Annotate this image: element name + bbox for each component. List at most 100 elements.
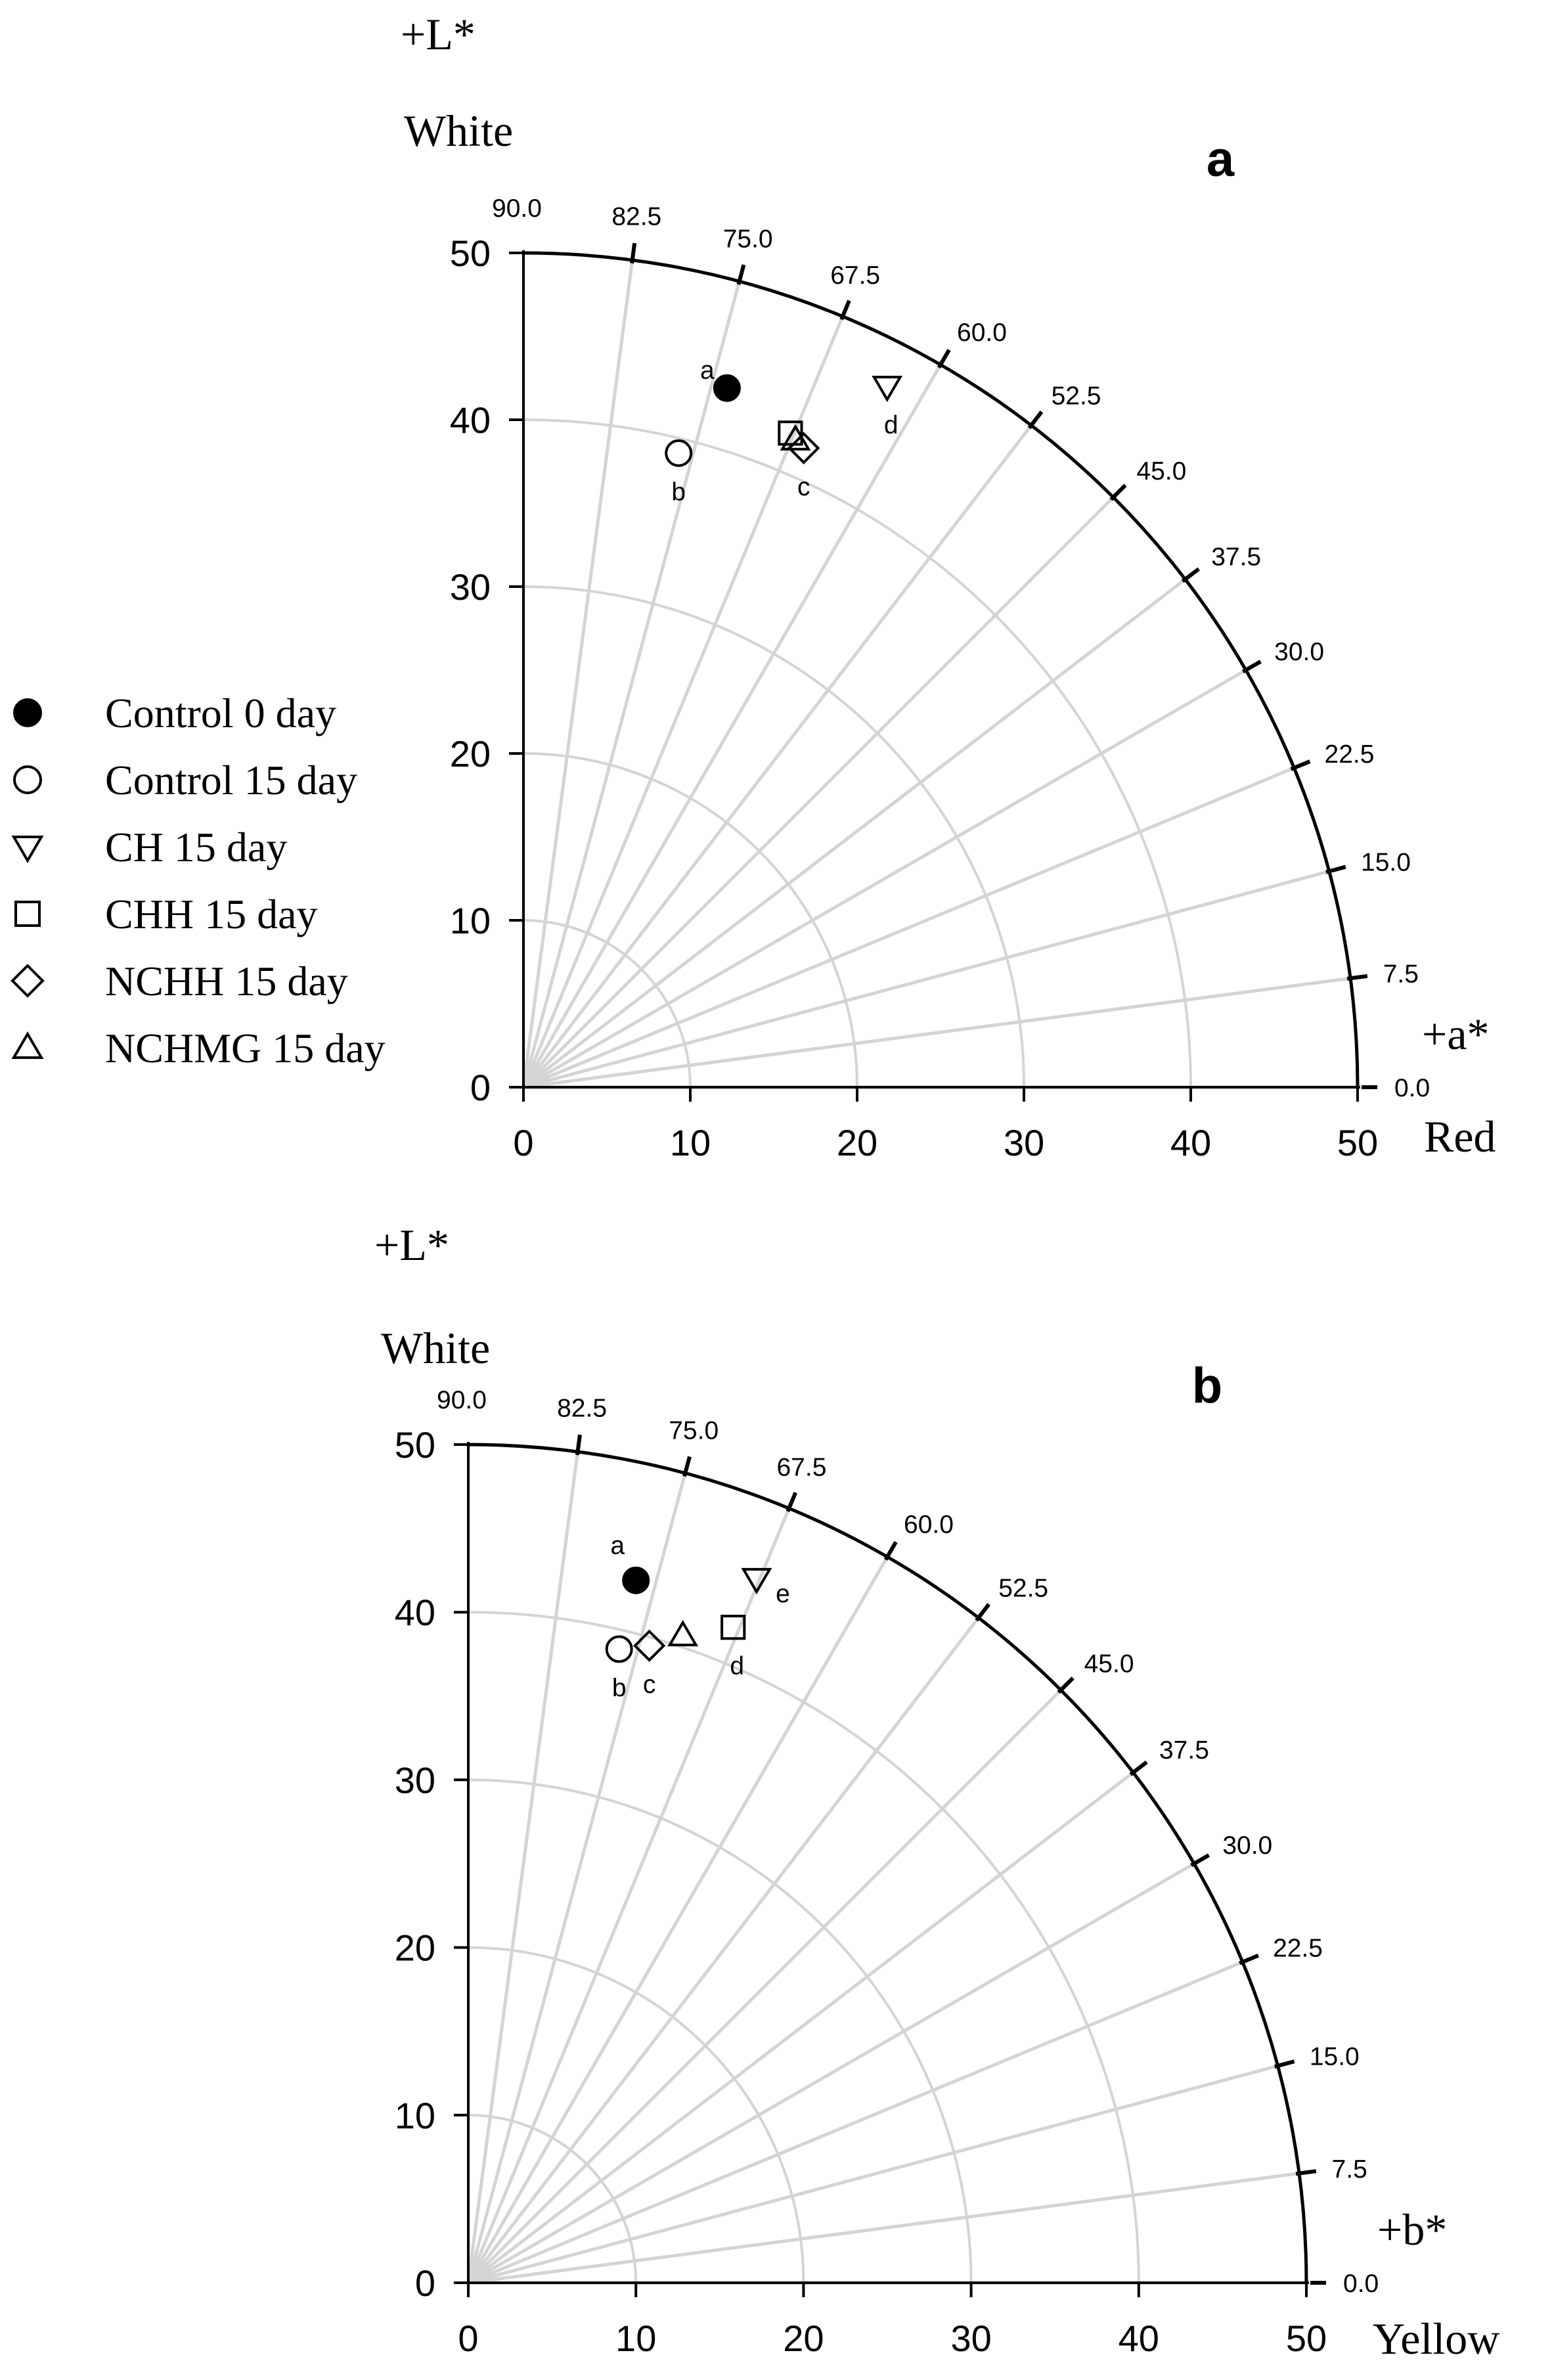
legend-label: Control 0 day [105, 690, 336, 736]
side-axis-label: +b* [1377, 2205, 1447, 2255]
point-chh15 [778, 420, 803, 446]
legend-marker-control15 [13, 765, 42, 794]
y-tick-label: 50 [450, 233, 491, 274]
angle-tick [575, 1434, 582, 1456]
legend-item-control15: Control 15 day [13, 757, 357, 803]
angle-tick-label: 0.0 [1343, 2270, 1379, 2298]
angle-tick-label: 30.0 [1222, 1831, 1272, 1860]
legend-item-ch15: CH 15 day [11, 824, 287, 870]
angle-tick [1057, 1676, 1075, 1694]
angle-tick-label: 82.5 [611, 202, 661, 231]
point-ch15 [741, 1567, 772, 1595]
panel-a: 0 10 20 30 40 50 0 10 20 30 40 50 0.0 7.5 15.0 22.5 30.0… [401, 9, 1496, 1163]
angle-tick [1190, 1853, 1210, 1868]
grid-spoke [521, 315, 845, 1088]
legend-marker-control0 [13, 698, 42, 727]
point-label: c [797, 473, 810, 501]
angle-tick-label: 15.0 [1310, 2043, 1360, 2071]
top-axis-word: White [404, 106, 513, 156]
point-chh15 [721, 1615, 746, 1640]
angle-tick [736, 264, 746, 285]
point-control0 [713, 374, 741, 402]
y-tick-label: 30 [450, 566, 491, 608]
grid-spoke [467, 1688, 1063, 2284]
grid-spoke [466, 1508, 791, 2283]
grid-spoke [523, 869, 1330, 1089]
angle-tick-label: 45.0 [1084, 1650, 1134, 1678]
angle-tick [786, 1491, 798, 1512]
legend-item-nchh15: NCHH 15 day [11, 958, 348, 1004]
grid-spoke [523, 976, 1351, 1089]
angle-tick [1027, 410, 1044, 430]
angle-tick [883, 1540, 898, 1561]
angle-tick [1346, 974, 1368, 981]
point-label: d [730, 1652, 744, 1680]
data-points: a b c d e [605, 1532, 790, 1702]
legend-label: NCHMG 15 day [105, 1025, 386, 1071]
angle-tick [1242, 660, 1262, 674]
point-nchmg15 [667, 1620, 699, 1647]
x-tick-label: 10 [670, 1122, 711, 1163]
angle-tick-label: 7.5 [1332, 2155, 1367, 2184]
angle-tick [1290, 759, 1311, 771]
point-label: e [776, 1580, 790, 1608]
top-axis-label: +L* [374, 1220, 449, 1270]
y-tick-label: 0 [415, 2262, 435, 2304]
point-label: b [671, 478, 686, 506]
x-tick-label: 0 [458, 2318, 478, 2359]
point-label: c [643, 1671, 656, 1699]
grid [521, 259, 1358, 1089]
angle-tick-label: 90.0 [492, 194, 542, 223]
angle-tick-label: 37.5 [1159, 1736, 1209, 1764]
x-tick-label: 50 [1337, 1122, 1378, 1163]
grid-spoke [522, 496, 1115, 1089]
angle-tick-label: 52.5 [1052, 382, 1101, 410]
point-label: a [700, 357, 715, 385]
legend-label: NCHH 15 day [105, 958, 348, 1004]
point-label: d [884, 411, 898, 439]
grid-spoke [523, 766, 1295, 1089]
grid-spoke [468, 2064, 1279, 2285]
point-nchh15 [787, 432, 820, 464]
angle-tick-label: 52.5 [998, 1575, 1048, 1603]
y-tick-label: 10 [450, 900, 491, 941]
legend-marker-ch15 [11, 836, 44, 863]
grid-spoke [522, 577, 1187, 1089]
angle-tick [1181, 567, 1201, 583]
point-control15 [605, 1635, 633, 1663]
legend-label: Control 15 day [105, 757, 357, 803]
angle-tick [1274, 2059, 1295, 2069]
angle-tick-label: 30.0 [1274, 638, 1324, 666]
grid-spoke [468, 2171, 1300, 2285]
y-tick-label: 30 [395, 1759, 435, 1801]
legend-marker-nchmg15 [11, 1031, 44, 1059]
angle-tick [1239, 1953, 1260, 1965]
legend-marker-nchh15 [11, 964, 45, 998]
x-tick-label: 20 [783, 2318, 824, 2359]
point-nchmg15 [780, 424, 811, 451]
angle-tick [937, 349, 951, 369]
grid-spoke [467, 1862, 1195, 2285]
grid-spoke [466, 1472, 687, 2283]
legend-item-chh15: CHH 15 day [14, 891, 318, 937]
point-control15 [665, 439, 693, 467]
x-tick-label: 50 [1286, 2318, 1327, 2359]
point-nchh15 [632, 1629, 666, 1662]
legend-label: CH 15 day [105, 824, 287, 870]
grid-spoke [521, 363, 942, 1089]
grid-spoke [522, 668, 1247, 1089]
panel-b: 0 10 20 30 40 50 0 10 20 30 40 50 0.0 7.5 15.0 22.5 30.0… [374, 1220, 1499, 2364]
angle-tick-label: 22.5 [1325, 740, 1375, 769]
angle-tick-label: 22.5 [1273, 1935, 1323, 1963]
angle-tick-label: 7.5 [1383, 960, 1419, 989]
angle-tick [1109, 483, 1127, 501]
angle-tick [1325, 864, 1346, 874]
side-axis-label: +a* [1422, 1009, 1490, 1059]
angle-tick-label: 15.0 [1361, 848, 1411, 876]
x-axis-word: Red [1424, 1111, 1496, 1161]
point-label: a [610, 1532, 625, 1560]
x-tick-label: 20 [837, 1122, 877, 1163]
grid [466, 1451, 1306, 2285]
grid-spoke [522, 424, 1033, 1089]
